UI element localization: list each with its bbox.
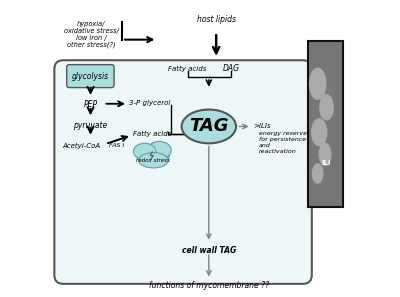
Ellipse shape: [148, 141, 171, 159]
Text: ILI: ILI: [321, 160, 330, 166]
Text: TAG: TAG: [189, 117, 228, 135]
Ellipse shape: [318, 143, 332, 166]
Bar: [308, 41, 343, 207]
Text: Acetyl-CoA: Acetyl-CoA: [63, 143, 101, 149]
Text: redox stress: redox stress: [136, 158, 170, 163]
Ellipse shape: [139, 153, 168, 168]
Ellipse shape: [319, 94, 334, 121]
Text: FAS I: FAS I: [109, 143, 125, 148]
Text: Fatty acids: Fatty acids: [133, 131, 171, 137]
Ellipse shape: [134, 143, 156, 160]
Text: cell wall TAG: cell wall TAG: [182, 246, 236, 255]
Text: PEP: PEP: [84, 100, 98, 109]
Text: hypoxia/
oxidative stress/
low iron /
other stress(?): hypoxia/ oxidative stress/ low iron / ot…: [64, 20, 118, 48]
Text: functions of mycomembrane ??: functions of mycomembrane ??: [149, 282, 269, 290]
Ellipse shape: [311, 118, 327, 146]
Text: pyruvate: pyruvate: [74, 121, 108, 129]
Ellipse shape: [182, 110, 236, 143]
Text: Fatty acids: Fatty acids: [168, 65, 207, 72]
Text: energy reserve
for persistence
and
reactivation: energy reserve for persistence and react…: [259, 132, 307, 154]
Text: >ILIs: >ILIs: [253, 123, 270, 129]
FancyBboxPatch shape: [67, 65, 114, 88]
Ellipse shape: [136, 144, 170, 165]
Text: host lipids: host lipids: [197, 15, 236, 24]
Ellipse shape: [312, 163, 324, 184]
Ellipse shape: [309, 68, 326, 100]
Text: glycolysis: glycolysis: [72, 72, 109, 80]
Text: 3-P glycerol: 3-P glycerol: [129, 100, 171, 106]
FancyBboxPatch shape: [54, 60, 312, 284]
Text: DAG: DAG: [222, 64, 239, 73]
